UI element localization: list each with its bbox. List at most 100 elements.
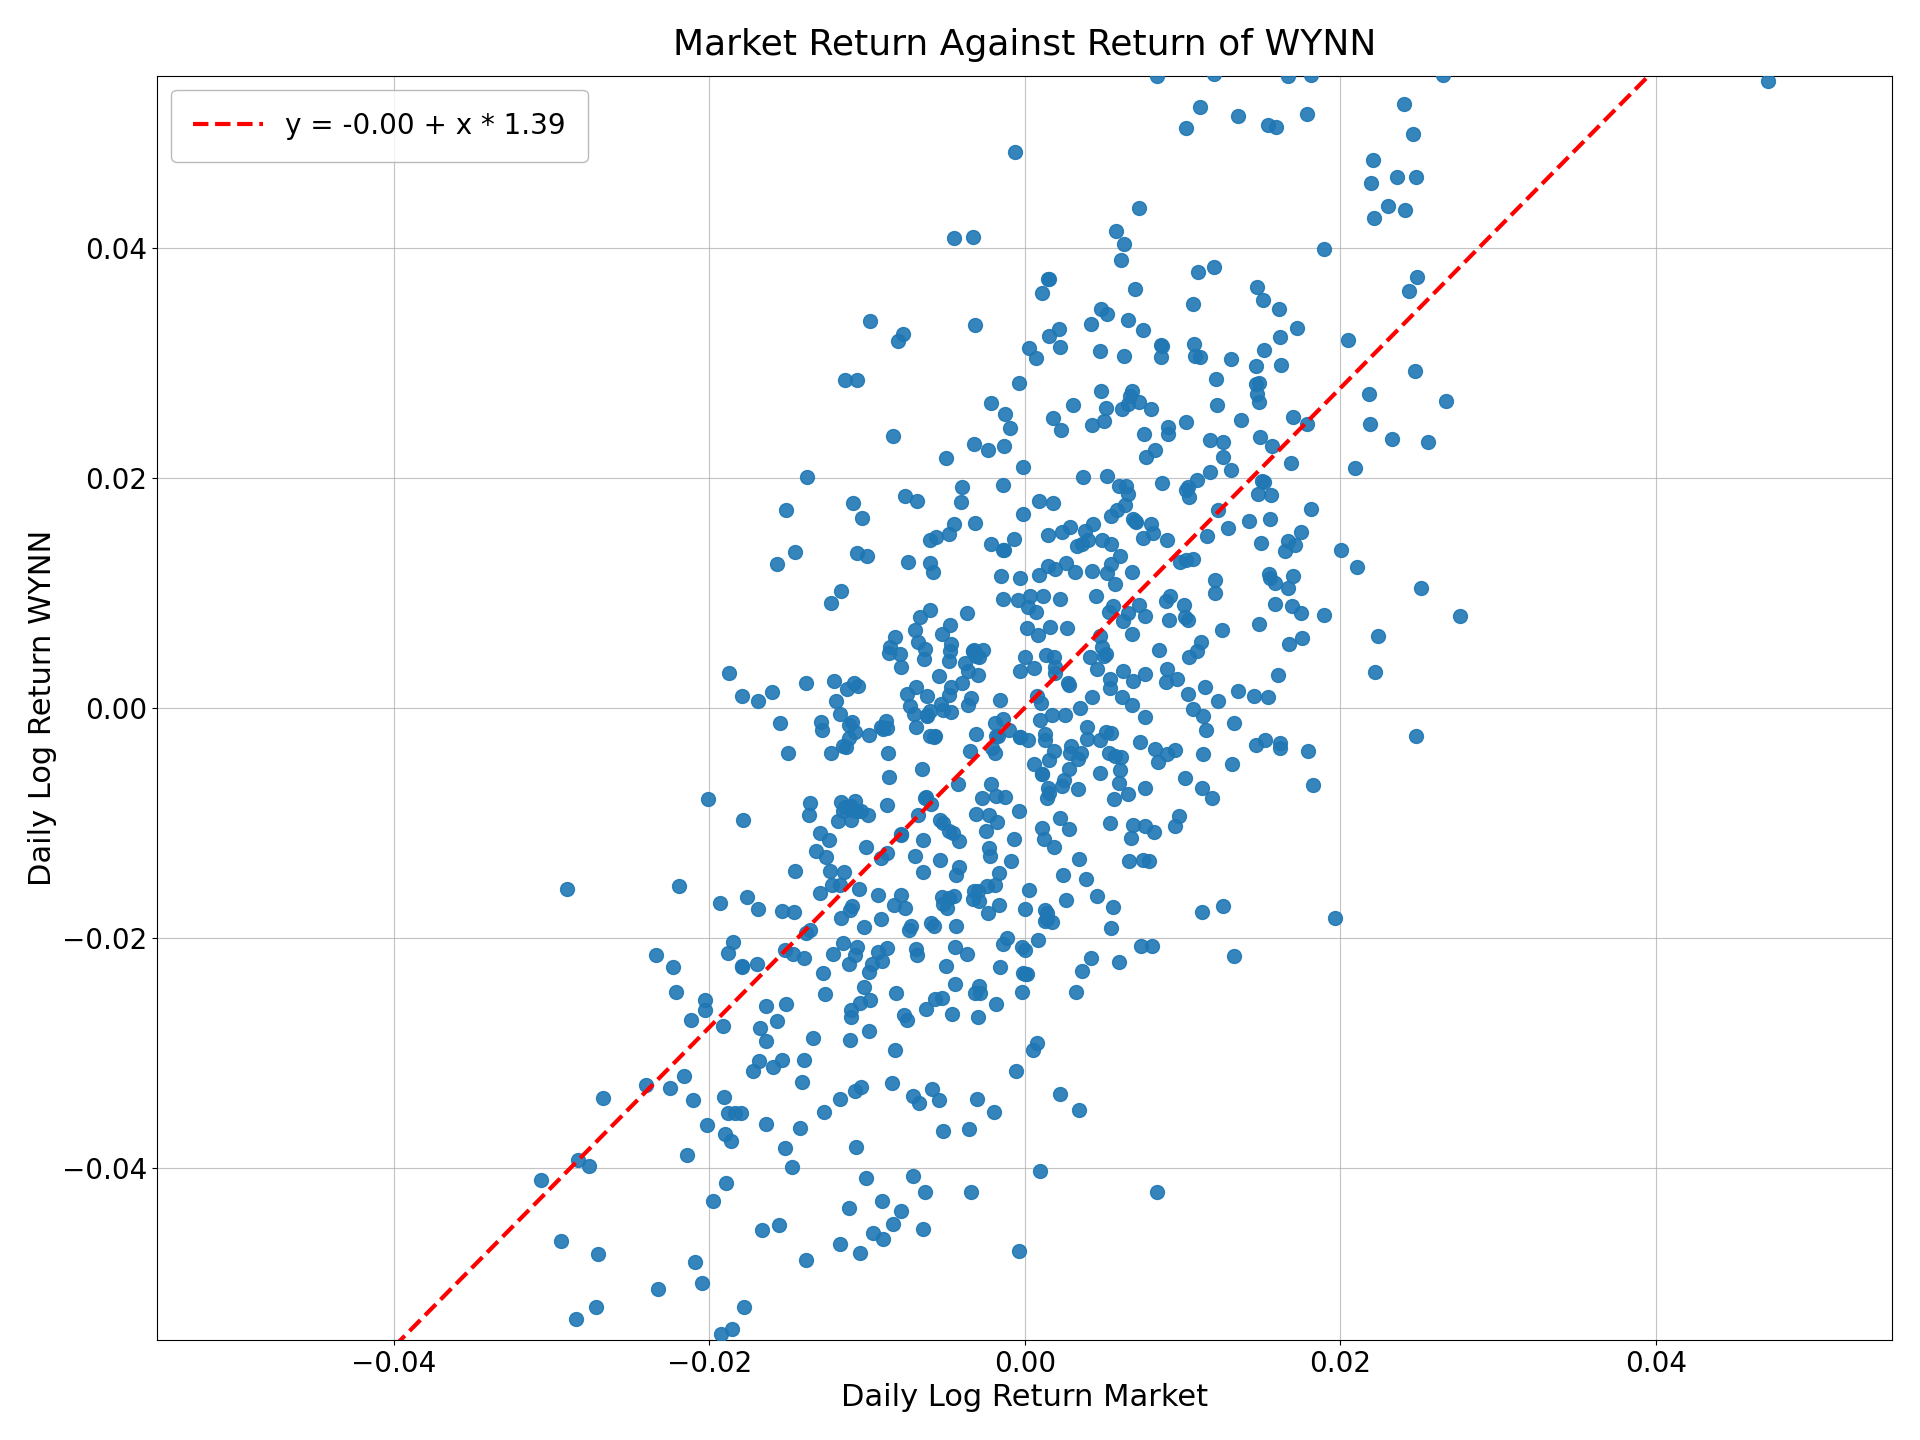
- Point: [1008, 503, 1039, 526]
- Point: [1106, 746, 1137, 769]
- Point: [1390, 199, 1421, 222]
- Point: [1000, 140, 1031, 163]
- Point: [791, 671, 822, 694]
- Point: [1027, 763, 1058, 786]
- Point: [1248, 289, 1279, 312]
- Point: [1217, 753, 1248, 776]
- Point: [1008, 962, 1039, 985]
- Point: [941, 863, 972, 886]
- Point: [1031, 644, 1062, 667]
- Point: [1116, 622, 1146, 645]
- Point: [1025, 708, 1056, 732]
- Point: [1106, 685, 1137, 708]
- Point: [983, 861, 1014, 884]
- Point: [1071, 727, 1102, 750]
- Point: [1023, 490, 1054, 513]
- Point: [914, 552, 945, 575]
- Point: [1075, 647, 1106, 670]
- Point: [1382, 166, 1413, 189]
- Point: [1258, 435, 1288, 458]
- Point: [1066, 742, 1096, 765]
- Point: [973, 901, 1004, 924]
- Point: [1056, 734, 1087, 757]
- Point: [1142, 1181, 1173, 1204]
- Point: [935, 632, 966, 655]
- Point: [1194, 429, 1225, 452]
- Point: [912, 704, 943, 727]
- Point: [1208, 445, 1238, 468]
- Point: [1187, 776, 1217, 799]
- Point: [1356, 412, 1386, 435]
- Point: [814, 829, 845, 852]
- Point: [933, 649, 964, 672]
- Point: [1096, 721, 1127, 744]
- Point: [1238, 684, 1269, 707]
- Point: [1010, 645, 1041, 668]
- Point: [1031, 786, 1062, 809]
- Point: [904, 1092, 935, 1115]
- Point: [1256, 508, 1286, 531]
- Point: [643, 1277, 674, 1300]
- Point: [714, 661, 745, 684]
- Point: [1091, 720, 1121, 743]
- Point: [741, 953, 772, 976]
- Point: [1048, 863, 1079, 886]
- Point: [1100, 219, 1131, 242]
- Point: [726, 1102, 756, 1125]
- Point: [574, 1155, 605, 1178]
- Point: [937, 1002, 968, 1025]
- Point: [975, 392, 1006, 415]
- Point: [1087, 528, 1117, 552]
- Point: [1058, 393, 1089, 416]
- Point: [1265, 354, 1296, 377]
- Point: [1098, 788, 1129, 811]
- Point: [979, 1100, 1010, 1123]
- Point: [1060, 562, 1091, 585]
- Point: [1091, 302, 1121, 325]
- Point: [908, 648, 939, 671]
- Point: [1108, 609, 1139, 632]
- Point: [1112, 393, 1142, 416]
- Point: [987, 707, 1018, 730]
- Point: [1037, 704, 1068, 727]
- Point: [835, 795, 866, 818]
- Point: [891, 683, 922, 706]
- Point: [837, 798, 868, 821]
- Point: [1246, 531, 1277, 554]
- Point: [1308, 238, 1338, 261]
- Point: [1359, 661, 1390, 684]
- Point: [1033, 780, 1064, 804]
- Point: [852, 1020, 883, 1043]
- Point: [914, 528, 945, 552]
- Point: [981, 992, 1012, 1015]
- Point: [826, 579, 856, 602]
- Point: [1062, 534, 1092, 557]
- Point: [1319, 40, 1350, 63]
- Point: [1046, 775, 1077, 798]
- Point: [829, 861, 860, 884]
- Point: [808, 962, 839, 985]
- Point: [962, 1087, 993, 1110]
- Point: [877, 1071, 908, 1094]
- Point: [1054, 674, 1085, 697]
- Point: [1035, 616, 1066, 639]
- Point: [1064, 1099, 1094, 1122]
- Point: [1206, 619, 1236, 642]
- Point: [914, 724, 945, 747]
- Point: [780, 901, 810, 924]
- Point: [1117, 814, 1148, 837]
- Point: [1033, 325, 1064, 348]
- Point: [1104, 772, 1135, 795]
- Point: [1181, 344, 1212, 367]
- Point: [1077, 413, 1108, 436]
- Point: [947, 491, 977, 514]
- Point: [987, 539, 1018, 562]
- Point: [1014, 336, 1044, 359]
- Point: [852, 804, 883, 827]
- Point: [678, 1089, 708, 1112]
- Point: [1246, 469, 1277, 492]
- Point: [1114, 850, 1144, 873]
- Point: [841, 369, 872, 392]
- Point: [881, 982, 912, 1005]
- Point: [1025, 691, 1056, 714]
